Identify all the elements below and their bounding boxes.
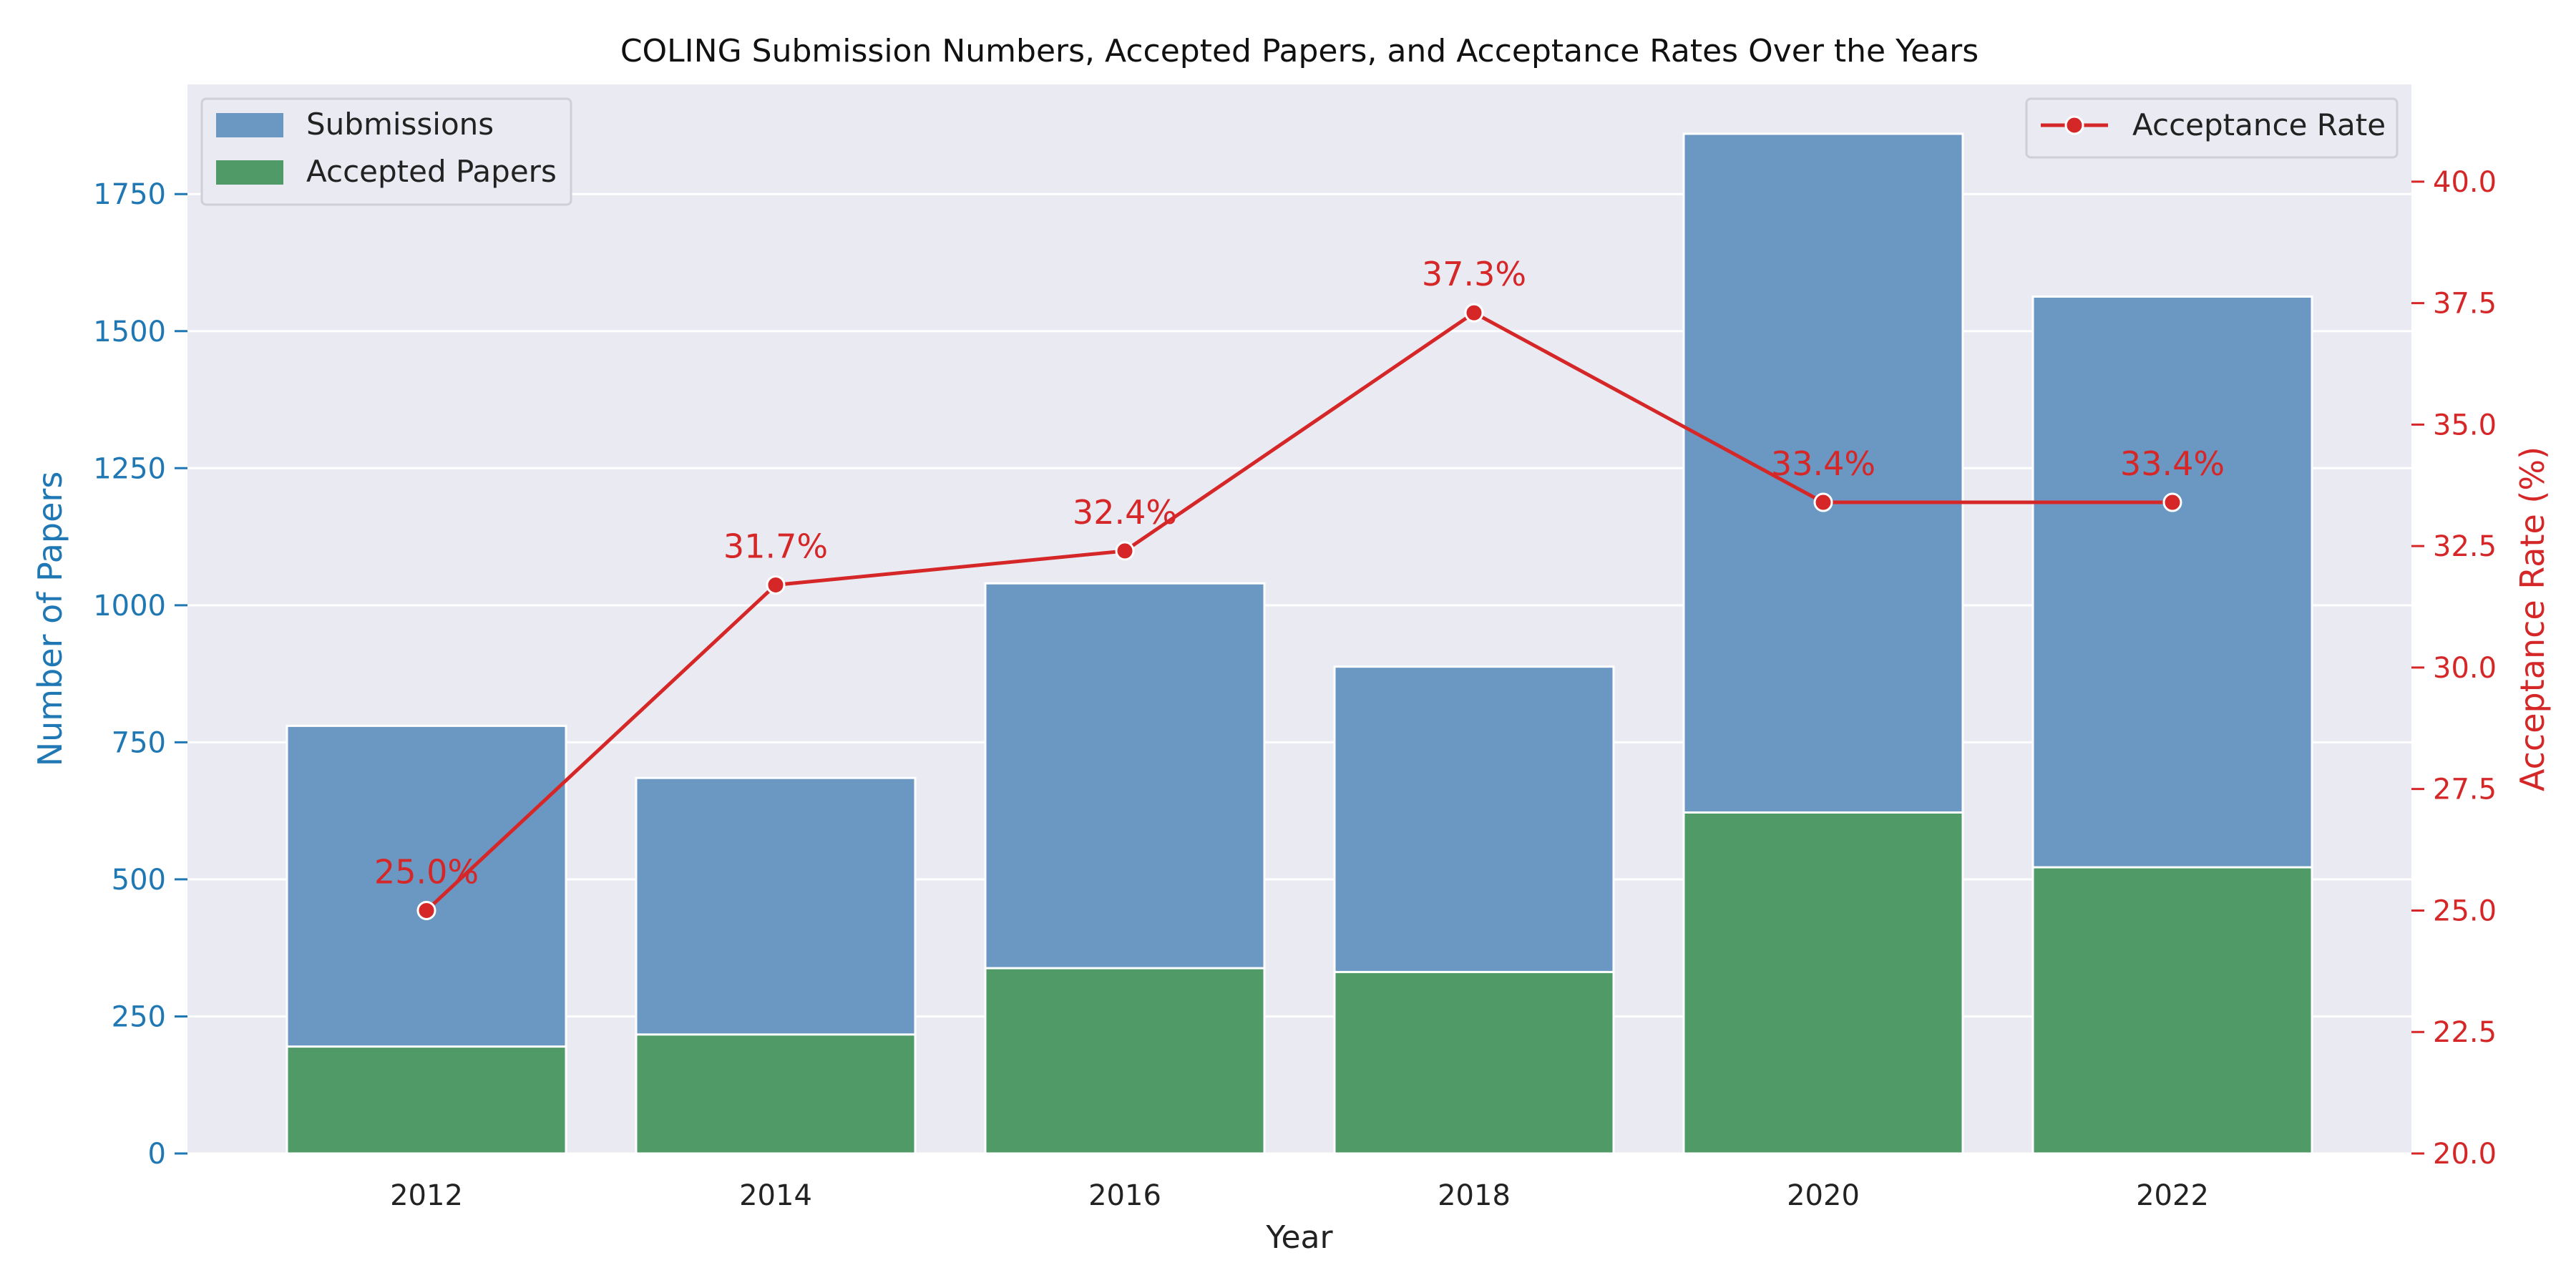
bar-accepted [635,1033,917,1155]
y2-tick-label: 22.5 [2433,1016,2497,1049]
y-tick-label: 250 [112,1000,166,1033]
rate-point [1813,492,1833,512]
legend-swatch-accepted [216,160,283,185]
legend-bars: Submissions Accepted Papers [200,97,572,206]
rate-point [766,575,786,595]
y-axis-label: Number of Papers [31,472,69,767]
x-axis-label: Year [1265,1219,1333,1256]
y-tick-label: 0 [148,1138,166,1171]
rate-point [1115,541,1135,561]
chart-title: COLING Submission Numbers, Accepted Pape… [620,33,1979,69]
y2-tick-label: 37.5 [2433,288,2497,321]
rate-point [2162,492,2182,512]
y2-axis-label: Acceptance Rate (%) [2513,447,2552,791]
y-tick-label: 1250 [93,452,166,485]
legend-frame [2025,97,2399,159]
legend-swatch-submissions [216,113,283,137]
y-tick-label: 500 [112,864,166,897]
rate-data-label: 32.4% [1073,493,1177,532]
x-tick-label: 2020 [1787,1179,1860,1212]
y-tick-label: 1000 [93,590,166,623]
y-tick-label: 1500 [93,316,166,348]
y2-tick-label: 20.0 [2433,1138,2497,1171]
y2-tick-label: 25.0 [2433,894,2497,927]
bar-accepted [286,1045,567,1155]
rate-data-label: 33.4% [1771,444,1875,483]
x-tick-label: 2012 [390,1179,463,1212]
y-tick-label: 1750 [93,178,166,211]
rate-data-label: 33.4% [2120,444,2225,483]
x-tick-label: 2014 [739,1179,812,1212]
rate-line [425,311,2172,912]
x-tick-label: 2018 [1438,1179,1511,1212]
y2-tick-label: 35.0 [2433,409,2497,441]
acceptance-rate-line: 25.0% 31.7% 32.4% 37.3% 33.4% 33.4% [374,255,2225,920]
legend-line: Acceptance Rate [2025,97,2399,159]
y-tick-label: 750 [112,726,166,759]
bar-accepted [2031,866,2313,1155]
y2-tick-label: 30.0 [2433,652,2497,685]
bar-accepted [1682,811,1964,1155]
legend-frame [200,97,572,206]
rate-point [1464,303,1484,323]
axes: 0 250 500 750 1000 1250 1500 1750 20.0 22.5 25.0 27… [93,166,2497,1212]
legend-marker-swatch [2064,115,2084,135]
y2-tick-label: 40.0 [2433,166,2497,199]
legend-label-rate: Acceptance Rate [2132,107,2386,142]
rate-data-label: 25.0% [374,852,479,891]
y2-tick-label: 27.5 [2433,774,2497,806]
y2-tick-label: 32.5 [2433,530,2497,563]
rate-point [416,900,436,920]
legend-label-submissions: Submissions [306,107,494,142]
bar-accepted [984,967,1266,1155]
bars [286,132,2313,1155]
x-tick-label: 2022 [2136,1179,2209,1212]
x-tick-label: 2016 [1088,1179,1161,1212]
legend-label-accepted: Accepted Papers [306,154,557,189]
bar-accepted [1333,970,1615,1155]
rate-data-label: 37.3% [1422,255,1526,293]
rate-data-label: 31.7% [723,527,828,565]
